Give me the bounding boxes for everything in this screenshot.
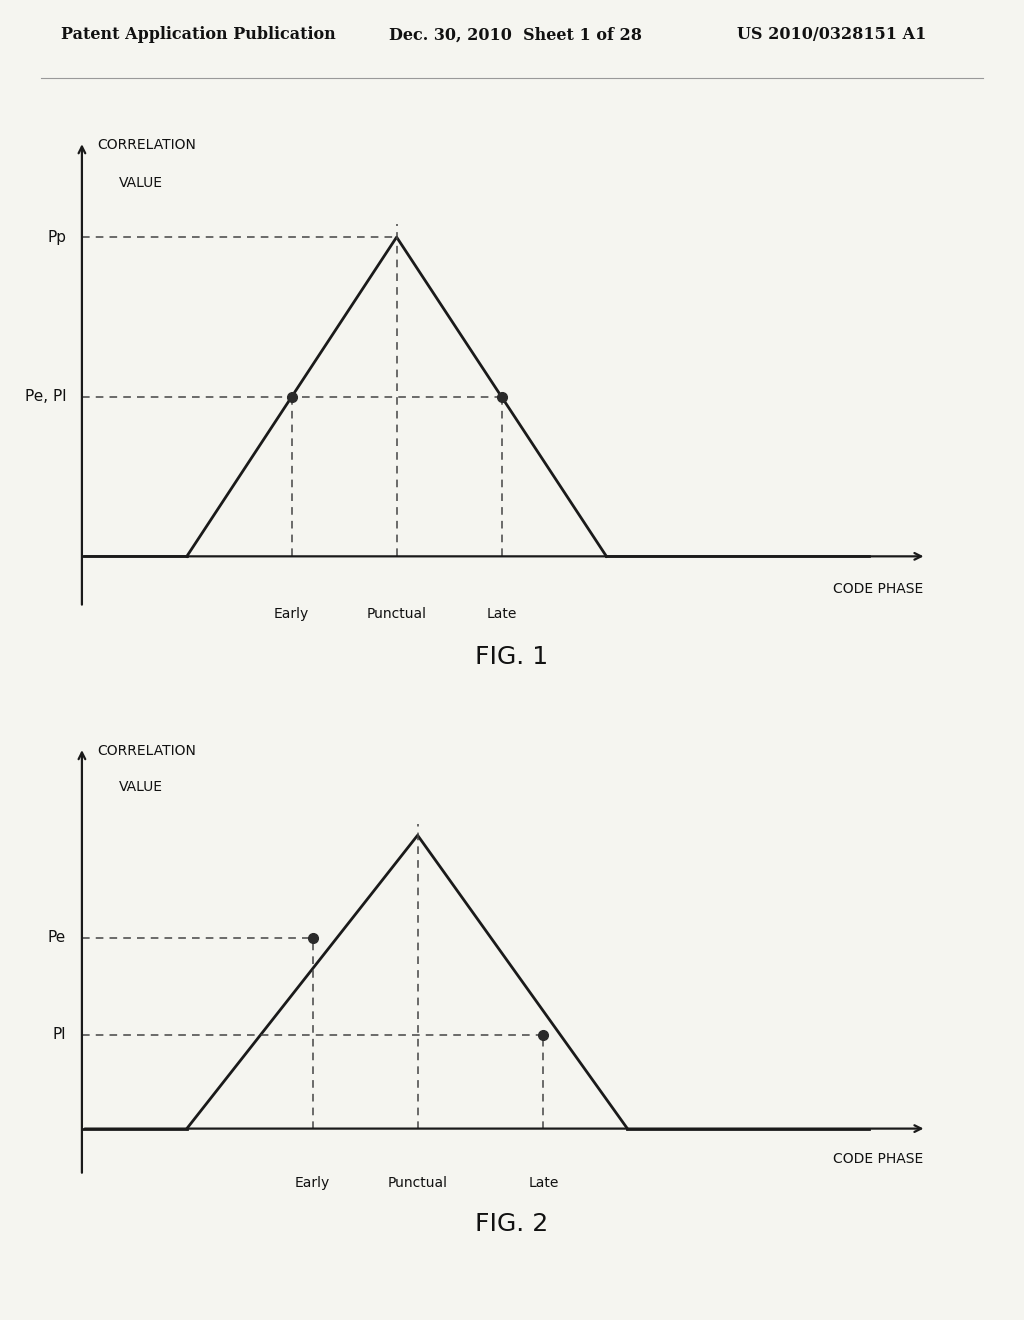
Text: VALUE: VALUE xyxy=(119,780,163,793)
Text: FIG. 2: FIG. 2 xyxy=(475,1212,549,1237)
Text: Pe: Pe xyxy=(48,931,67,945)
Text: CODE PHASE: CODE PHASE xyxy=(833,582,924,595)
Text: CORRELATION: CORRELATION xyxy=(97,744,197,758)
Text: Punctual: Punctual xyxy=(367,607,427,622)
Text: Early: Early xyxy=(274,607,309,622)
Text: Punctual: Punctual xyxy=(388,1176,447,1189)
Text: US 2010/0328151 A1: US 2010/0328151 A1 xyxy=(737,26,927,44)
Text: Late: Late xyxy=(486,607,517,622)
Text: FIG. 1: FIG. 1 xyxy=(475,644,549,669)
Text: Dec. 30, 2010  Sheet 1 of 28: Dec. 30, 2010 Sheet 1 of 28 xyxy=(389,26,642,44)
Text: Late: Late xyxy=(528,1176,559,1189)
Text: Early: Early xyxy=(295,1176,331,1189)
Text: Pl: Pl xyxy=(52,1027,67,1043)
Text: VALUE: VALUE xyxy=(119,177,163,190)
Text: Pe, Pl: Pe, Pl xyxy=(25,389,67,404)
Text: CORRELATION: CORRELATION xyxy=(97,139,197,152)
Text: Pp: Pp xyxy=(47,230,67,244)
Text: CODE PHASE: CODE PHASE xyxy=(833,1152,924,1166)
Text: Patent Application Publication: Patent Application Publication xyxy=(61,26,336,44)
